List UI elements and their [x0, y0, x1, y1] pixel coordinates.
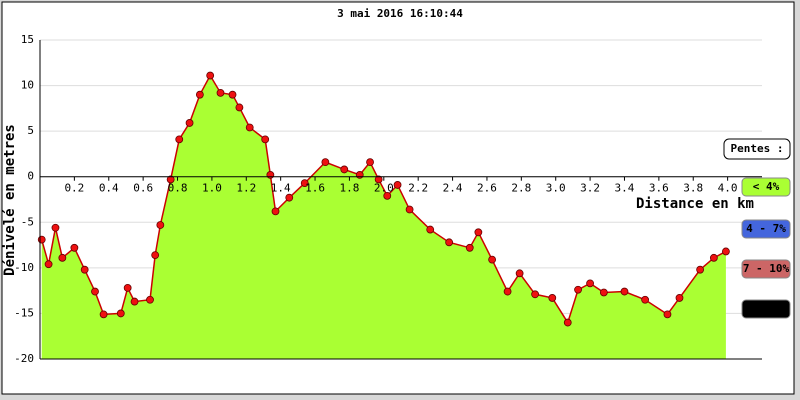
y-tick-label: 0 — [27, 170, 34, 183]
point — [216, 88, 225, 97]
x-tick-label: 1.6 — [305, 182, 325, 195]
x-tick-label: 1.0 — [202, 182, 222, 195]
point — [465, 243, 474, 252]
point — [515, 269, 524, 278]
x-tick-label: 4.0 — [718, 182, 738, 195]
legend-label: < 4% — [753, 180, 780, 193]
point — [426, 225, 435, 234]
x-tick-label: 3.6 — [649, 182, 669, 195]
legend-swatch — [741, 299, 791, 319]
y-axis-label: Dénivelé en metres — [2, 124, 18, 276]
point — [44, 260, 53, 269]
y-tick-label: -5 — [21, 215, 34, 228]
point — [574, 285, 582, 294]
point — [445, 238, 454, 247]
legend-label: 7 - 10% — [743, 262, 790, 275]
x-tick-label: 2.4 — [443, 182, 463, 195]
x-tick-label: 1.2 — [236, 182, 256, 195]
point — [175, 135, 184, 144]
point — [488, 255, 497, 264]
legend-label: 4 - 7% — [746, 222, 786, 235]
point — [563, 318, 572, 327]
x-tick-label: 3.4 — [615, 182, 635, 195]
point — [195, 90, 204, 99]
x-tick-label: 2.8 — [511, 182, 531, 195]
legend-swatch — [741, 177, 791, 197]
point — [641, 295, 650, 304]
point — [245, 123, 254, 132]
point — [474, 228, 483, 237]
point — [285, 193, 294, 202]
y-tick-label: -20 — [14, 352, 34, 365]
point — [58, 253, 67, 262]
y-tick-label: 5 — [27, 124, 34, 137]
point — [374, 175, 383, 184]
point — [261, 135, 270, 144]
point — [531, 290, 539, 299]
x-tick-label: 0.8 — [168, 182, 188, 195]
point — [130, 297, 139, 306]
legend-title: Pentes : — [731, 142, 784, 155]
point — [51, 223, 60, 232]
legend-label: > 10% — [749, 302, 782, 315]
point — [355, 170, 364, 179]
x-tick-label: 1.4 — [271, 182, 291, 195]
x-tick-label: 2.0 — [374, 182, 394, 195]
point — [599, 288, 608, 297]
x-tick-label: 1.8 — [339, 182, 359, 195]
point — [166, 175, 175, 184]
point — [503, 287, 512, 296]
legend-swatch — [741, 259, 791, 279]
chart-title: 3 mai 2016 16:10:44 — [337, 7, 463, 20]
legend-title-box — [723, 138, 791, 160]
y-tick-label: 15 — [21, 33, 34, 46]
point — [70, 243, 79, 252]
point — [393, 181, 402, 189]
point — [91, 287, 99, 296]
point — [80, 265, 89, 274]
point — [722, 247, 730, 256]
point — [228, 90, 237, 99]
point — [123, 284, 132, 292]
point — [663, 310, 672, 319]
legend-swatch — [741, 219, 791, 239]
point — [383, 191, 392, 200]
x-tick-label: 2.2 — [408, 182, 428, 195]
point — [37, 235, 46, 244]
x-tick-label: 0.2 — [64, 182, 84, 195]
x-tick-label: 0.4 — [99, 182, 119, 195]
point — [206, 71, 215, 80]
y-tick-label: -10 — [14, 261, 34, 274]
point — [548, 294, 557, 302]
point — [709, 253, 718, 262]
point — [116, 309, 125, 318]
x-tick-label: 3.0 — [546, 182, 566, 195]
x-tick-label: 3.2 — [580, 182, 600, 195]
point — [321, 158, 330, 167]
point — [156, 221, 165, 229]
y-tick-label: 10 — [21, 79, 34, 92]
point — [340, 165, 349, 174]
area — [41, 75, 726, 359]
x-tick-label: 0.6 — [133, 182, 153, 195]
x-axis-label: Distance en km — [636, 196, 754, 212]
point — [151, 251, 160, 259]
point — [235, 103, 244, 112]
point — [675, 294, 684, 302]
point — [146, 295, 154, 304]
point — [99, 310, 108, 319]
point — [366, 158, 374, 167]
point — [620, 287, 629, 296]
x-tick-label: 3.8 — [683, 182, 703, 195]
point — [185, 119, 194, 127]
point — [300, 179, 309, 187]
point — [696, 265, 705, 274]
x-tick-label: 2.6 — [477, 182, 497, 195]
point — [271, 207, 280, 216]
point — [266, 170, 275, 179]
point — [586, 279, 594, 288]
point — [405, 205, 414, 214]
y-tick-label: -15 — [14, 306, 34, 319]
